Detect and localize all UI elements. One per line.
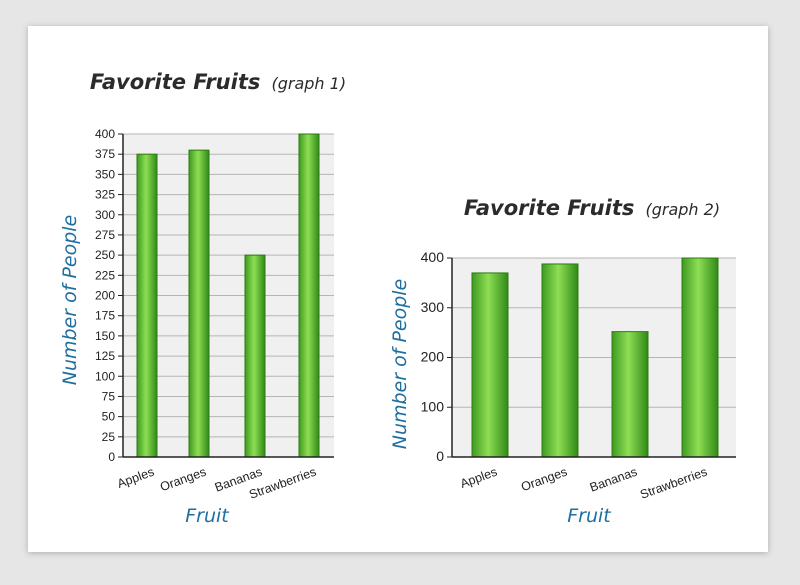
- y-tick-label: 300: [95, 208, 115, 222]
- x-tick-label: Oranges: [158, 465, 208, 495]
- chart-1-title: Favorite Fruits (graph 1): [90, 70, 346, 94]
- bar-oranges: [541, 263, 579, 458]
- y-tick-label: 50: [102, 410, 116, 424]
- y-tick-label: 375: [95, 147, 115, 161]
- chart-2-x-axis-label: Fruit: [567, 505, 612, 527]
- y-tick-label: 350: [95, 167, 115, 181]
- bar-bananas: [611, 331, 649, 458]
- y-tick-label: 225: [95, 268, 115, 282]
- y-tick-label: 200: [421, 349, 445, 365]
- y-tick-label: 100: [95, 369, 115, 383]
- y-tick-label: 400: [95, 127, 115, 141]
- y-tick-label: 0: [108, 450, 115, 464]
- x-tick-label: Strawberries: [638, 465, 709, 502]
- chart-1-x-axis-label: Fruit: [185, 505, 230, 527]
- bar-strawberries: [298, 133, 320, 458]
- chart-2-bars: [471, 257, 719, 458]
- chart-2-y-ticks: 0 100 200 300 400: [421, 249, 452, 464]
- chart-1-y-ticks: 0 25 50 75 100 125 150 175 200 225 250 275 300 325 350…: [95, 127, 123, 464]
- y-tick-label: 100: [421, 398, 445, 414]
- y-tick-label: 75: [102, 389, 116, 403]
- y-tick-label: 0: [436, 448, 444, 464]
- y-tick-label: 400: [421, 249, 445, 265]
- chart-2-x-tick-labels: Apples Oranges Bananas Strawberries: [458, 465, 709, 502]
- chart-2-y-axis-label: Number of People: [389, 279, 411, 450]
- chart-1: Favorite Fruits (graph 1) 0 25 50 75 100 125 1…: [59, 70, 346, 527]
- y-tick-label: 250: [95, 248, 115, 262]
- y-tick-label: 125: [95, 349, 115, 363]
- y-tick-label: 175: [95, 309, 115, 323]
- y-tick-label: 300: [421, 299, 445, 315]
- bar-apples: [136, 153, 158, 458]
- y-tick-label: 200: [95, 289, 115, 303]
- chart-2: Favorite Fruits (graph 2) 0100200300400 …: [389, 196, 736, 527]
- bar-bananas: [244, 254, 266, 458]
- y-tick-label: 325: [95, 188, 115, 202]
- chart-1-y-axis-label: Number of People: [59, 215, 81, 386]
- y-tick-label: 275: [95, 228, 115, 242]
- bar-oranges: [188, 149, 210, 458]
- chart-1-bars: [136, 133, 320, 458]
- x-tick-label: Bananas: [588, 465, 639, 495]
- x-tick-label: Apples: [115, 465, 156, 491]
- bar-apples: [471, 272, 509, 458]
- x-tick-label: Apples: [458, 465, 499, 491]
- y-tick-label: 150: [95, 329, 115, 343]
- x-tick-label: Oranges: [519, 465, 569, 495]
- chart-2-title: Favorite Fruits (graph 2): [464, 196, 720, 220]
- y-tick-label: 25: [102, 430, 116, 444]
- bar-strawberries: [681, 257, 719, 458]
